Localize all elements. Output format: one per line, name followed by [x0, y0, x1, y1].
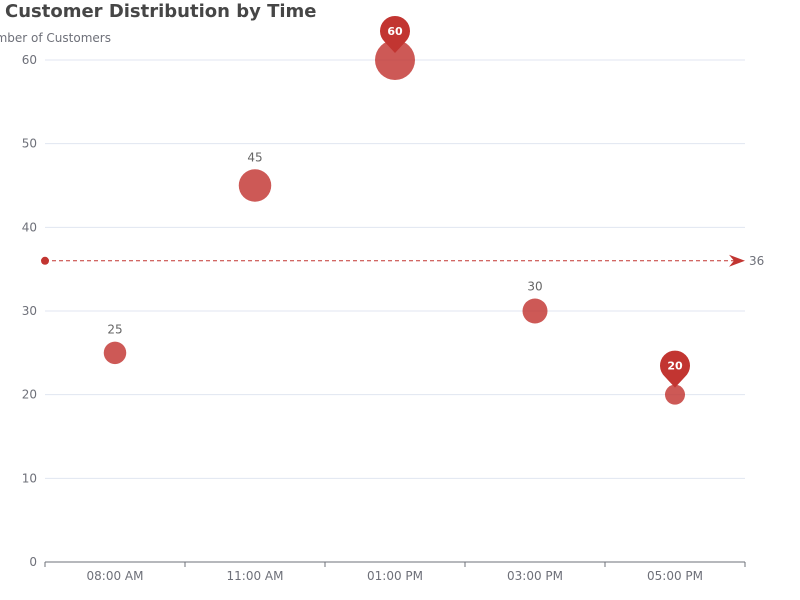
- data-point: [103, 341, 127, 365]
- y-axis-title: Number of Customers: [0, 31, 111, 45]
- y-tick-label: 10: [22, 471, 37, 485]
- mark-points: 60 20: [380, 15, 690, 388]
- data-point: [665, 384, 685, 405]
- map-pin-icon: [660, 350, 690, 388]
- mark-point-label: 60: [387, 25, 403, 38]
- x-tick-label: 11:00 AM: [227, 569, 284, 583]
- y-tick-label: 40: [22, 220, 37, 234]
- average-mark-line: 36: [41, 254, 764, 268]
- mark-line-label: 36: [749, 254, 764, 268]
- data-point: [238, 169, 272, 202]
- data-point: [522, 298, 548, 324]
- chart-title: Customer Distribution by Time: [5, 1, 317, 22]
- x-tick-label: 03:00 PM: [507, 569, 563, 583]
- data-label: 45: [247, 150, 262, 164]
- y-tick-label: 30: [22, 304, 37, 318]
- data-label: 30: [527, 280, 542, 294]
- grid-lines: [45, 59, 745, 479]
- x-tick-label: 01:00 PM: [367, 569, 423, 583]
- mark-line-arrow: [729, 254, 745, 267]
- y-tick-label: 60: [22, 53, 37, 67]
- data-label: 25: [107, 323, 122, 337]
- map-pin-icon: [380, 15, 411, 53]
- y-tick-label: 50: [22, 137, 37, 151]
- y-tick-label: 0: [29, 555, 37, 569]
- axes: 0 10 20 30 40 50 60 08:00 AM 11:00 AM 01:00 PM 03:…: [22, 53, 746, 583]
- x-tick-label: 05:00 PM: [647, 569, 703, 583]
- data-points: 25 45 30: [103, 40, 685, 405]
- data-point: [375, 40, 415, 80]
- mark-point-label: 20: [667, 360, 683, 373]
- x-tick-label: 08:00 AM: [87, 569, 144, 583]
- y-tick-label: 20: [22, 388, 37, 402]
